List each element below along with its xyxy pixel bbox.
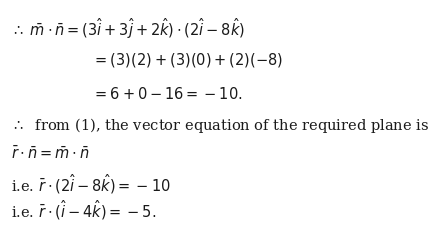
Text: $\therefore\;\bar{m}\cdot\bar{n} = (3\hat{i}+3\hat{j}+2\hat{k})\cdot(2\hat{i}-8\: $\therefore\;\bar{m}\cdot\bar{n} = (3\ha…: [11, 16, 245, 40]
Text: $\bar{r}\cdot\bar{n} = \bar{m}\cdot\bar{n}$: $\bar{r}\cdot\bar{n} = \bar{m}\cdot\bar{…: [11, 145, 90, 162]
Text: $= 6+0-16 = -10.$: $= 6+0-16 = -10.$: [91, 86, 242, 101]
Text: i.e. $\bar{r}\cdot(2\hat{i}-8\hat{k}) = -10$: i.e. $\bar{r}\cdot(2\hat{i}-8\hat{k}) = …: [11, 172, 171, 196]
Text: i.e. $\bar{r}\cdot(\hat{i}-4\hat{k}) = -5.$: i.e. $\bar{r}\cdot(\hat{i}-4\hat{k}) = -…: [11, 198, 156, 222]
Text: $\therefore\;$ from (1), the vector equation of the required plane is: $\therefore\;$ from (1), the vector equa…: [11, 116, 429, 135]
Text: $= (3)(2)+(3)(0)+(2)(-8)$: $= (3)(2)+(3)(0)+(2)(-8)$: [91, 51, 282, 69]
